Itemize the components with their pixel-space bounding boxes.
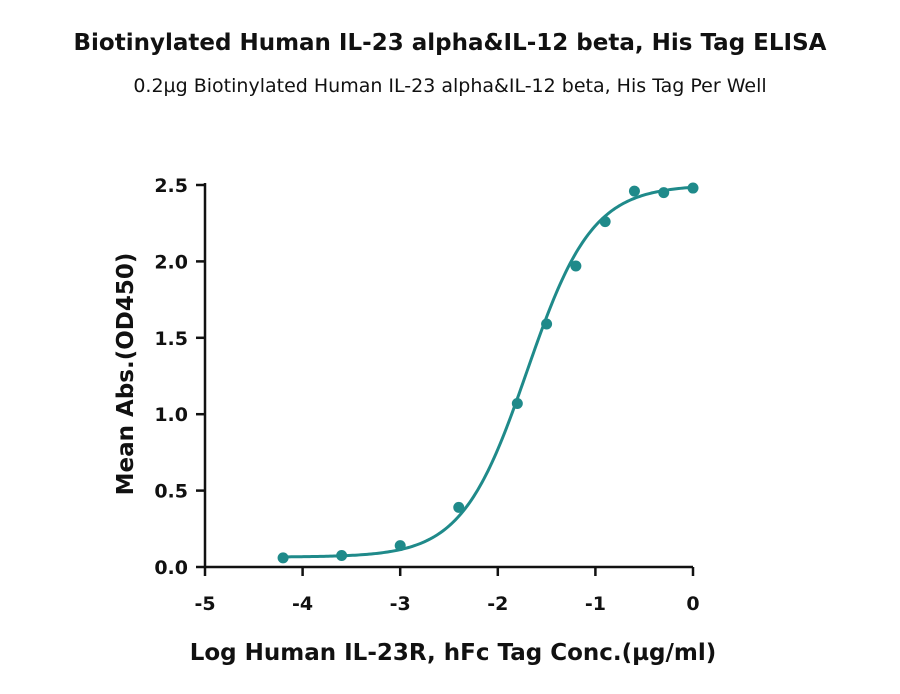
data-point	[336, 550, 348, 562]
data-point	[599, 216, 611, 228]
data-point	[687, 182, 699, 194]
chart-subtitle: 0.2µg Biotinylated Human IL-23 alpha&IL-…	[133, 75, 767, 97]
chart-title: Biotinylated Human IL-23 alpha&IL-12 bet…	[73, 30, 827, 56]
data-point	[394, 540, 406, 552]
y-tick-label: 2.0	[154, 251, 188, 273]
y-tick-label: 0.0	[154, 557, 188, 579]
y-tick-label: 0.5	[154, 481, 188, 503]
x-tick-label: -4	[292, 593, 313, 615]
x-tick-label: -3	[390, 593, 411, 615]
x-tick-label: -1	[585, 593, 606, 615]
y-tick-label: 1.0	[154, 404, 188, 426]
y-tick-label: 2.5	[154, 175, 188, 197]
data-point	[277, 552, 289, 564]
fit-curve-line	[283, 185, 694, 559]
x-tick-label: -5	[194, 593, 215, 615]
data-point	[570, 260, 582, 272]
x-tick-label: -2	[487, 593, 508, 615]
x-axis-label: Log Human IL-23R, hFc Tag Conc.(µg/ml)	[190, 640, 717, 666]
data-point	[453, 501, 465, 513]
y-tick-label: 1.5	[154, 328, 188, 350]
data-point	[511, 398, 523, 410]
data-point	[658, 187, 670, 199]
data-point	[628, 185, 640, 197]
data-point	[541, 318, 553, 330]
y-axis-label: Mean Abs.(OD450)	[113, 253, 139, 496]
x-tick-label: 0	[686, 593, 699, 615]
